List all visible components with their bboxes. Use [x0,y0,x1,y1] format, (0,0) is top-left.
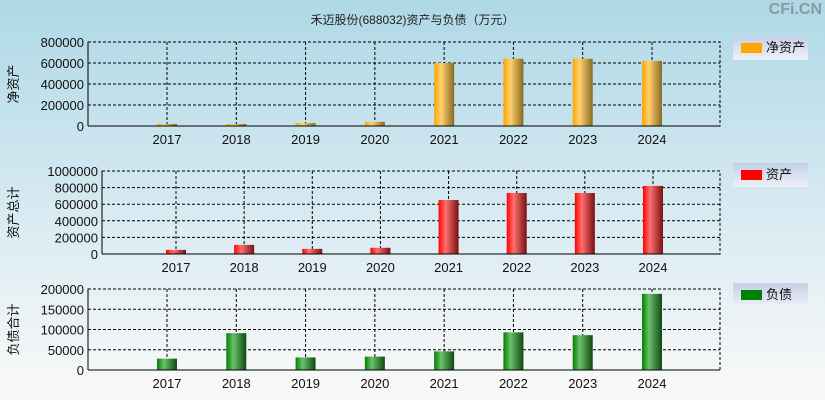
bar-2017 [157,358,177,370]
y-axis-label: 负债合计 [6,303,21,355]
y-tick-label: 600000 [41,56,84,71]
bar-2018 [234,244,255,254]
x-tick-label: 2023 [570,260,599,275]
y-tick-label: 600000 [55,197,98,212]
x-tick-label: 2020 [366,260,395,275]
bar-2018 [226,124,247,126]
watermark: CFi.CN [768,1,822,18]
x-tick-label: 2018 [222,132,251,147]
legend: 负债 [733,283,808,307]
bar-2024 [642,60,662,126]
x-tick-label: 2024 [639,260,668,275]
bar-2024 [643,185,663,254]
x-tick-label: 2017 [153,376,182,391]
bar-2017 [157,123,177,126]
y-tick-label: 200000 [55,230,98,245]
x-tick-label: 2024 [638,132,667,147]
y-tick-label: 0 [77,363,84,378]
legend-label: 净资产 [766,40,805,55]
bar-2019 [302,248,323,254]
bar-2018 [226,333,247,370]
y-tick-label: 0 [91,247,98,262]
bar-2023 [574,192,595,254]
x-tick-label: 2023 [568,376,597,391]
bar-2024 [642,293,662,370]
y-tick-label: 800000 [55,181,98,196]
bar-2020 [364,121,385,126]
legend: 资产 [733,163,808,187]
x-tick-label: 2021 [434,260,463,275]
y-tick-label: 150000 [41,302,84,317]
x-tick-label: 2020 [360,376,389,391]
legend-swatch [741,43,762,53]
x-tick-label: 2021 [430,132,459,147]
y-tick-label: 200000 [41,98,84,113]
legend-swatch [741,290,762,300]
x-tick-label: 2024 [638,376,667,391]
bar-2022 [503,58,524,126]
legend-swatch [741,170,762,180]
y-tick-label: 0 [77,119,84,134]
bar-2019 [295,357,316,370]
y-tick-label: 200000 [41,282,84,297]
bar-2020 [364,356,385,370]
x-tick-label: 2019 [291,132,320,147]
x-tick-label: 2019 [298,260,327,275]
x-tick-label: 2017 [153,132,182,147]
x-tick-label: 2018 [230,260,259,275]
bar-2021 [434,63,455,126]
y-tick-label: 100000 [41,323,84,338]
panel-0: 0 200000 400000 600000 800000 2017 2018 2019 202… [6,35,808,147]
bar-2021 [438,200,459,254]
y-tick-label: 800000 [41,35,84,50]
legend-label: 负债 [766,287,792,302]
bar-2022 [503,332,524,370]
x-tick-label: 2021 [430,376,459,391]
x-tick-label: 2017 [162,260,191,275]
panel-2: 0 50000 100000 150000 200000 2017 2018 2019 2020… [6,282,808,391]
y-tick-label: 400000 [55,214,98,229]
x-tick-label: 2019 [291,376,320,391]
y-axis-label: 资产总计 [6,186,21,238]
plot-border [101,170,721,255]
y-axis-label: 净资产 [6,64,21,103]
bar-2021 [434,351,455,370]
bar-2023 [572,335,593,370]
x-tick-label: 2018 [222,376,251,391]
y-tick-label: 50000 [48,343,84,358]
bar-2020 [370,247,391,254]
bar-2023 [572,58,593,126]
y-tick-label: 400000 [41,77,84,92]
chart-title: 禾迈股份(688032)资产与负债（万元） [310,13,515,27]
legend: 净资产 [733,36,808,60]
bar-2017 [166,249,186,254]
y-tick-label: 1000000 [47,164,98,179]
bar-2022 [506,192,527,254]
x-tick-label: 2023 [568,132,597,147]
x-tick-label: 2022 [502,260,531,275]
x-tick-label: 2020 [360,132,389,147]
x-tick-label: 2022 [499,132,528,147]
legend-label: 资产 [766,167,792,182]
bar-2019 [295,123,316,126]
x-tick-label: 2022 [499,376,528,391]
